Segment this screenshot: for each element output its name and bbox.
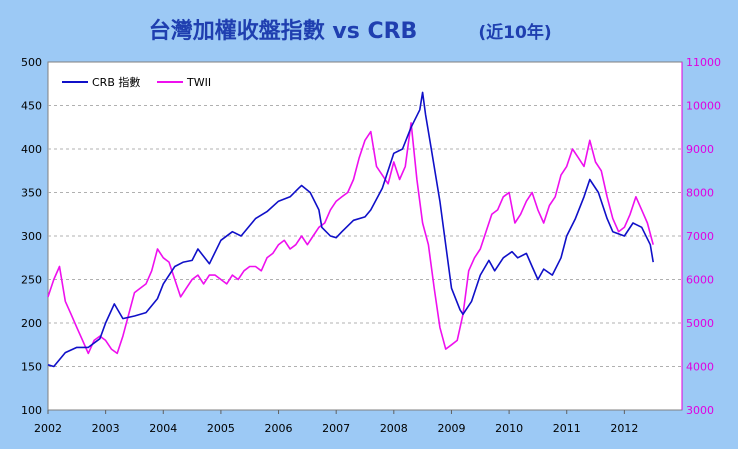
y-right-tick-label: 7000: [686, 230, 714, 243]
y-right-tick-label: 4000: [686, 361, 714, 374]
y-left-tick-label: 500: [21, 56, 42, 69]
x-tick-label: 2011: [553, 422, 581, 435]
x-tick-label: 2010: [495, 422, 523, 435]
x-tick-label: 2004: [149, 422, 177, 435]
x-tick-label: 2007: [322, 422, 350, 435]
plot-area: [48, 62, 682, 410]
y-right-tick-label: 9000: [686, 143, 714, 156]
x-tick-label: 2008: [380, 422, 408, 435]
y-right-tick-label: 10000: [686, 100, 721, 113]
x-tick-label: 2006: [265, 422, 293, 435]
chart-subtitle: (近10年): [478, 22, 551, 43]
y-left-tick-label: 150: [21, 361, 42, 374]
y-right-tick-label: 6000: [686, 274, 714, 287]
y-right-tick-label: 8000: [686, 187, 714, 200]
x-tick-label: 2003: [92, 422, 120, 435]
y-right-tick-label: 11000: [686, 56, 721, 69]
y-left-tick-label: 300: [21, 230, 42, 243]
x-tick-label: 2012: [610, 422, 638, 435]
y-left-tick-label: 450: [21, 100, 42, 113]
chart: 台灣加權收盤指數 vs CRB (近10年) 100 150 200 250 300 35…: [0, 0, 738, 445]
chart-title: 台灣加權收盤指數 vs CRB: [149, 18, 418, 44]
chart-svg: 台灣加權收盤指數 vs CRB (近10年) 100 150 200 250 300 35…: [0, 0, 738, 445]
y-left-tick-label: 350: [21, 187, 42, 200]
x-tick-label: 2002: [34, 422, 62, 435]
legend-label: CRB 指數: [92, 75, 140, 89]
y-right-tick-label: 3000: [686, 404, 714, 417]
y-left-tick-label: 250: [21, 274, 42, 287]
y-left-tick-label: 100: [21, 404, 42, 417]
x-tick-label: 2009: [437, 422, 465, 435]
legend-label: TWII: [186, 76, 211, 89]
y-right-tick-label: 5000: [686, 317, 714, 330]
x-tick-label: 2005: [207, 422, 235, 435]
y-left-tick-label: 200: [21, 317, 42, 330]
y-left-tick-label: 400: [21, 143, 42, 156]
